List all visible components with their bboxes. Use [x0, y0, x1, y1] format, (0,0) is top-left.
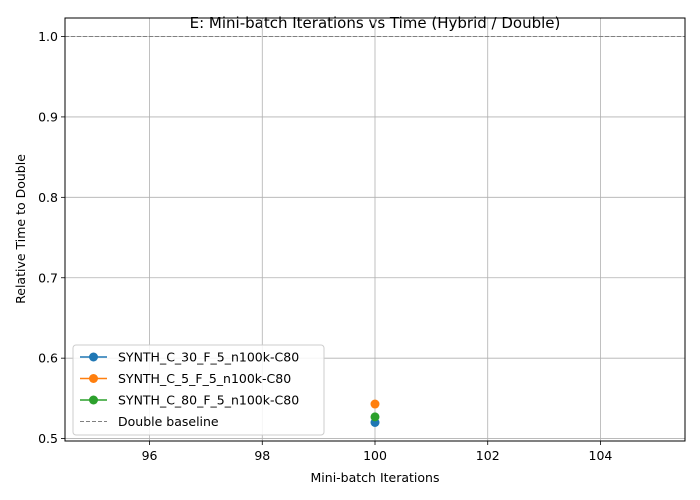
x-tick-label: 104	[589, 448, 613, 463]
y-tick-label: 0.7	[38, 270, 58, 285]
x-tick-label: 96	[142, 448, 158, 463]
y-tick-label: 0.6	[38, 351, 58, 366]
legend-marker	[89, 374, 98, 383]
legend-label: SYNTH_C_80_F_5_n100k-C80	[118, 393, 299, 408]
data-point	[370, 399, 380, 409]
legend: SYNTH_C_30_F_5_n100k-C80 SYNTH_C_5_F_5_n1…	[72, 344, 325, 436]
x-tick-label: 102	[476, 448, 500, 463]
x-axis-label: Mini-batch Iterations	[311, 470, 440, 485]
data-point	[370, 412, 380, 422]
y-tick-label: 0.9	[38, 109, 58, 124]
legend-box	[72, 344, 325, 436]
y-axis-label: Relative Time to Double	[13, 154, 28, 304]
legend-label: SYNTH_C_30_F_5_n100k-C80	[118, 350, 299, 365]
data-points	[370, 399, 380, 428]
legend-label: SYNTH_C_5_F_5_n100k-C80	[118, 371, 291, 386]
y-tick-label: 0.5	[38, 431, 58, 446]
y-tick-label: 1.0	[38, 29, 58, 44]
x-axis-ticks: 96 98 100 102 104	[142, 441, 613, 463]
x-tick-label: 98	[254, 448, 270, 463]
y-tick-label: 0.8	[38, 190, 58, 205]
legend-marker	[89, 395, 98, 405]
y-axis-ticks: 0.5 0.6 0.7 0.8 0.9 1.0	[38, 29, 65, 446]
legend-label: Double baseline	[118, 414, 219, 429]
legend-marker	[89, 352, 98, 362]
x-tick-label: 100	[363, 448, 387, 463]
